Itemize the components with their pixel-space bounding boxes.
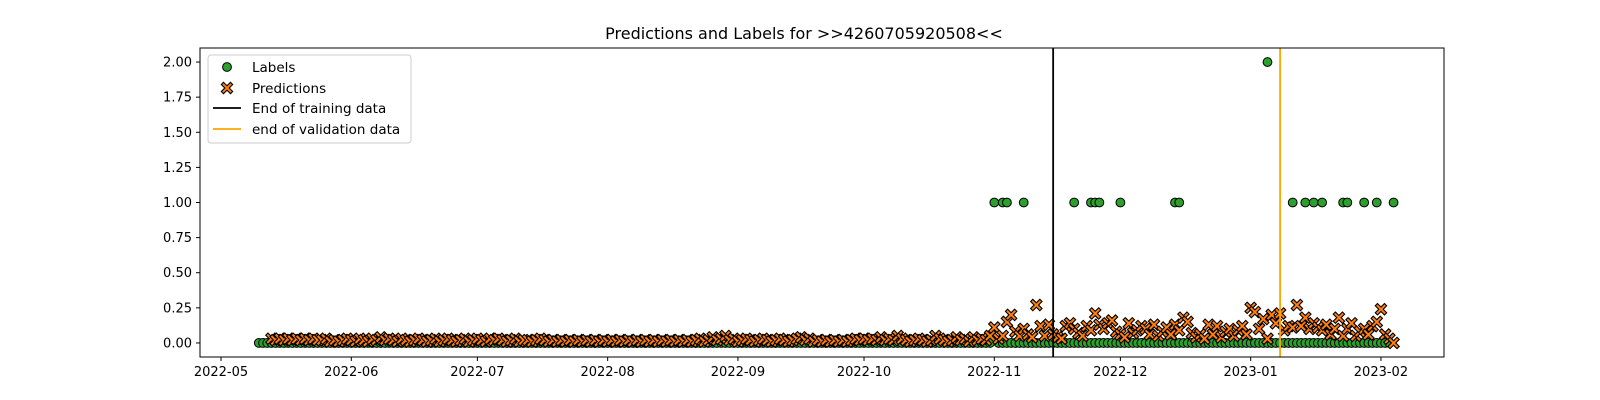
label-point bbox=[1069, 197, 1080, 208]
prediction-point bbox=[1206, 328, 1220, 341]
label-point bbox=[1342, 197, 1353, 208]
legend-predictions-marker-fill bbox=[222, 83, 232, 93]
prediction-point bbox=[1261, 332, 1274, 346]
label-point bbox=[1300, 197, 1311, 208]
prediction-point bbox=[1374, 302, 1388, 316]
legend: Labels Predictions End of training data … bbox=[207, 54, 412, 144]
prediction-point bbox=[1256, 312, 1270, 326]
y-tick-label: 1.25 bbox=[163, 161, 192, 176]
prediction-point bbox=[1197, 332, 1211, 346]
prediction-point bbox=[1345, 316, 1359, 330]
prediction-point bbox=[1147, 318, 1161, 332]
y-tick-label: 0.25 bbox=[163, 301, 192, 316]
label-point bbox=[1002, 197, 1012, 208]
label-point bbox=[1388, 197, 1399, 208]
x-tick-label: 2022-08 bbox=[580, 365, 634, 380]
label-point bbox=[1287, 197, 1298, 208]
prediction-point bbox=[1387, 336, 1401, 350]
prediction-point bbox=[1332, 311, 1346, 325]
prediction-point bbox=[1025, 330, 1039, 344]
prediction-point bbox=[1319, 318, 1333, 332]
label-point bbox=[1174, 197, 1185, 208]
series-labels bbox=[253, 57, 1399, 348]
prediction-point bbox=[1105, 314, 1119, 327]
y-tick-label: 1.00 bbox=[163, 196, 192, 211]
prediction-point bbox=[1055, 332, 1069, 346]
prediction-point bbox=[1252, 322, 1266, 336]
y-tick-label: 1.50 bbox=[163, 126, 192, 141]
y-tick-label: 2.00 bbox=[163, 56, 192, 71]
label-point bbox=[1262, 57, 1273, 67]
prediction-point bbox=[1042, 318, 1056, 332]
prediction-point bbox=[1290, 298, 1304, 312]
axes: 2022-05 2022-06 2022-07 2022-08 2022-09 2022-… bbox=[163, 47, 1445, 380]
legend-validation-text: end of validation data bbox=[252, 122, 400, 138]
x-tick-label: 2022-05 bbox=[194, 365, 248, 380]
label-point bbox=[1018, 197, 1029, 208]
chart-title: Predictions and Labels for >>42607059205… bbox=[605, 24, 1003, 43]
y-tick-label: 0.50 bbox=[163, 266, 192, 281]
prediction-point bbox=[1172, 323, 1186, 337]
legend-labels-text: Labels bbox=[252, 60, 295, 76]
legend-training-text: End of training data bbox=[252, 101, 386, 117]
prediction-point bbox=[1122, 316, 1136, 330]
prediction-point bbox=[1240, 328, 1253, 341]
prediction-point bbox=[1269, 316, 1283, 330]
prediction-point bbox=[1294, 319, 1308, 333]
prediction-point bbox=[1248, 305, 1262, 319]
label-point bbox=[1359, 197, 1370, 208]
x-tick-label: 2022-06 bbox=[324, 365, 378, 380]
legend-predictions-text: Predictions bbox=[252, 81, 326, 97]
x-tick-label: 2023-02 bbox=[1354, 365, 1408, 380]
prediction-point bbox=[1181, 315, 1195, 329]
x-tick-label: 2023-01 bbox=[1224, 365, 1278, 380]
label-point bbox=[989, 197, 1000, 208]
series-predictions bbox=[264, 298, 1401, 350]
label-point bbox=[1371, 197, 1382, 208]
label-point bbox=[1317, 197, 1328, 208]
y-tick-label: 1.75 bbox=[163, 91, 192, 106]
label-point bbox=[1094, 197, 1105, 208]
legend-box bbox=[207, 54, 412, 144]
y-tick-label: 0.00 bbox=[163, 336, 192, 351]
plot-area bbox=[253, 48, 1401, 357]
x-tick-label: 2022-12 bbox=[1093, 365, 1147, 380]
prediction-point bbox=[1029, 298, 1043, 312]
prediction-point bbox=[1370, 315, 1384, 329]
label-point bbox=[1308, 197, 1319, 208]
x-tick-label: 2022-10 bbox=[837, 365, 891, 380]
prediction-point bbox=[1235, 319, 1249, 333]
label-point bbox=[1115, 197, 1126, 208]
prediction-point bbox=[983, 329, 997, 343]
prediction-point bbox=[987, 321, 1001, 334]
prediction-point bbox=[1088, 306, 1102, 320]
legend-labels-marker bbox=[222, 62, 232, 72]
prediction-point bbox=[996, 329, 1010, 343]
x-tick-label: 2022-07 bbox=[450, 365, 504, 380]
prediction-point bbox=[1328, 322, 1342, 336]
x-tick-label: 2022-11 bbox=[967, 365, 1021, 380]
prediction-point bbox=[1118, 330, 1132, 344]
x-tick-label: 2022-09 bbox=[711, 365, 765, 380]
y-tick-label: 0.75 bbox=[163, 231, 192, 246]
prediction-point bbox=[1004, 308, 1018, 322]
prediction-point bbox=[1361, 328, 1375, 341]
prediction-point bbox=[1164, 328, 1178, 341]
